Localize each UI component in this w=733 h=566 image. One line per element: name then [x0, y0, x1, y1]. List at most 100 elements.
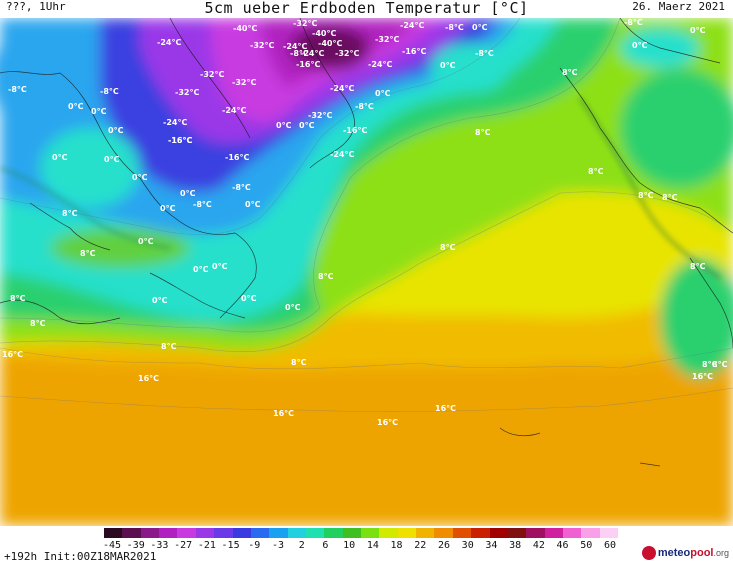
colorbar	[104, 528, 619, 540]
colorbar-tick-label: -9	[248, 540, 261, 551]
colorbar-tick-label: 60	[603, 540, 617, 551]
temp-label: 16°C	[692, 372, 713, 381]
colorbar-tick-label: -21	[197, 540, 216, 551]
map-title: 5cm ueber Erdboden Temperatur [°C]	[204, 0, 529, 17]
colorbar-tick-label: 14	[366, 540, 379, 551]
colorbar-tick-label: 18	[390, 540, 403, 551]
colorbar-swatch	[140, 528, 160, 538]
colorbar-swatch	[434, 528, 453, 538]
temp-label: 8°C	[10, 294, 26, 303]
temp-label: 8°C	[588, 167, 604, 176]
temp-label: 0°C	[108, 126, 124, 135]
colorbar-tick-label: -27	[174, 540, 193, 551]
temp-label: 0°C	[104, 155, 120, 164]
temp-label: 8°C	[440, 243, 456, 252]
temp-label: -24°C	[300, 49, 324, 58]
colorbar-swatch	[324, 528, 343, 538]
colorbar-swatch	[250, 528, 270, 538]
colorbar-swatch	[562, 528, 582, 538]
temp-label: 16°C	[138, 374, 159, 383]
temp-label: -32°C	[293, 19, 317, 28]
temp-label: -24°C	[163, 118, 187, 127]
temp-label: -32°C	[308, 111, 332, 120]
temp-label: -8°C	[290, 49, 309, 58]
coastline-detail	[0, 97, 721, 280]
temp-label: -16°C	[168, 136, 192, 145]
colorbar-tick-label: 30	[461, 540, 474, 551]
temp-label: 0°C	[180, 189, 196, 198]
temp-label: 16°C	[2, 350, 23, 359]
temp-label: 8°C	[291, 358, 307, 367]
temp-label: 0°C	[138, 237, 154, 246]
colorbar-swatch	[232, 528, 251, 538]
meteopool-logo-icon	[641, 546, 656, 560]
colorbar-tick-label: 2	[298, 540, 305, 551]
temp-label: 8°C	[662, 193, 678, 202]
coastlines	[0, 18, 733, 467]
brand-name: meteopool.org	[658, 547, 729, 559]
temp-label: -32°C	[200, 70, 224, 79]
brand-name-suffix: pool	[690, 547, 714, 559]
temp-label: -32°C	[232, 78, 256, 87]
temp-label: 8°C	[638, 191, 654, 200]
valid-date-label: 26. Maerz 2021	[632, 0, 725, 13]
temp-label: 8°C	[562, 68, 578, 77]
map-canvas: -40°C -32°C -24°C -8°C 0°C -24°C -40°C -…	[0, 18, 733, 526]
colorbar-tick-label: -33	[150, 540, 169, 551]
colorbar-swatch	[104, 528, 123, 538]
temp-label: -8°C	[355, 102, 374, 111]
valid-time-label: ???, 1Uhr	[6, 0, 66, 13]
temp-label: 16°C	[435, 404, 456, 413]
temp-label: -8°C	[193, 200, 212, 209]
temp-label: -40°C	[318, 39, 342, 48]
temp-label: 0°C	[285, 303, 301, 312]
colorbar-tick-label: 22	[414, 540, 427, 551]
temp-label: 0°C	[132, 173, 148, 182]
brand-logo[interactable]: meteopool.org	[641, 546, 729, 560]
temp-label: 8°C	[62, 209, 78, 218]
temp-label: -24°C	[283, 42, 307, 51]
temp-label: 0°C	[152, 296, 168, 305]
colorbar-swatch	[305, 528, 325, 538]
colorbar-swatch	[489, 528, 508, 538]
temp-label: 8°C	[318, 272, 334, 281]
temp-label: 0°C	[632, 41, 648, 50]
temp-label: -8°C	[232, 183, 251, 192]
temp-label: -24°C	[330, 150, 354, 159]
temperature-labels: -40°C -32°C -24°C -8°C 0°C -24°C -40°C -…	[2, 18, 728, 427]
temp-label: 8°C	[702, 360, 718, 369]
temp-label: 0°C	[212, 262, 228, 271]
temp-label: -8°C	[624, 18, 643, 27]
temp-label: 0°C	[375, 89, 391, 98]
colorbar-swatch	[195, 528, 215, 538]
colorbar-swatch	[544, 528, 563, 538]
temp-label: -24°C	[368, 60, 392, 69]
temp-label: 0°C	[276, 121, 292, 130]
temp-label: 0°C	[160, 204, 176, 213]
temp-label: 0°C	[52, 153, 68, 162]
temp-label: 0°C	[440, 61, 456, 70]
temp-label: 8°C	[690, 262, 706, 271]
colorbar-tick-label: 26	[437, 540, 451, 551]
temp-label: -40°C	[312, 29, 336, 38]
temp-label: 16°C	[377, 418, 398, 427]
colorbar-swatch	[471, 528, 490, 538]
colorbar-swatch	[581, 528, 600, 538]
colorbar-swatch	[159, 528, 178, 538]
temp-label: -16°C	[225, 153, 249, 162]
colorbar-swatch	[507, 528, 527, 538]
isotherms	[0, 18, 733, 412]
colorbar-swatch	[342, 528, 362, 538]
colorbar-tick-label: -45	[102, 540, 122, 551]
temp-label: -32°C	[250, 41, 274, 50]
colorbar-swatch	[269, 528, 288, 538]
temp-label: 0°C	[690, 26, 706, 35]
colorbar-ticks: -45 -39 -33 -27 -21 -15 -9 -3 2 6 10 14 18 22 26 30 34 38…	[102, 540, 634, 552]
colorbar-tick-label: -3	[271, 540, 285, 551]
temp-label: 0°C	[245, 200, 261, 209]
temp-label: 16°C	[273, 409, 294, 418]
temp-label: -8°C	[100, 87, 119, 96]
brand-tld: .org	[713, 548, 729, 558]
colorbar-swatch	[526, 528, 545, 538]
colorbar-tick-label: 10	[343, 540, 356, 551]
